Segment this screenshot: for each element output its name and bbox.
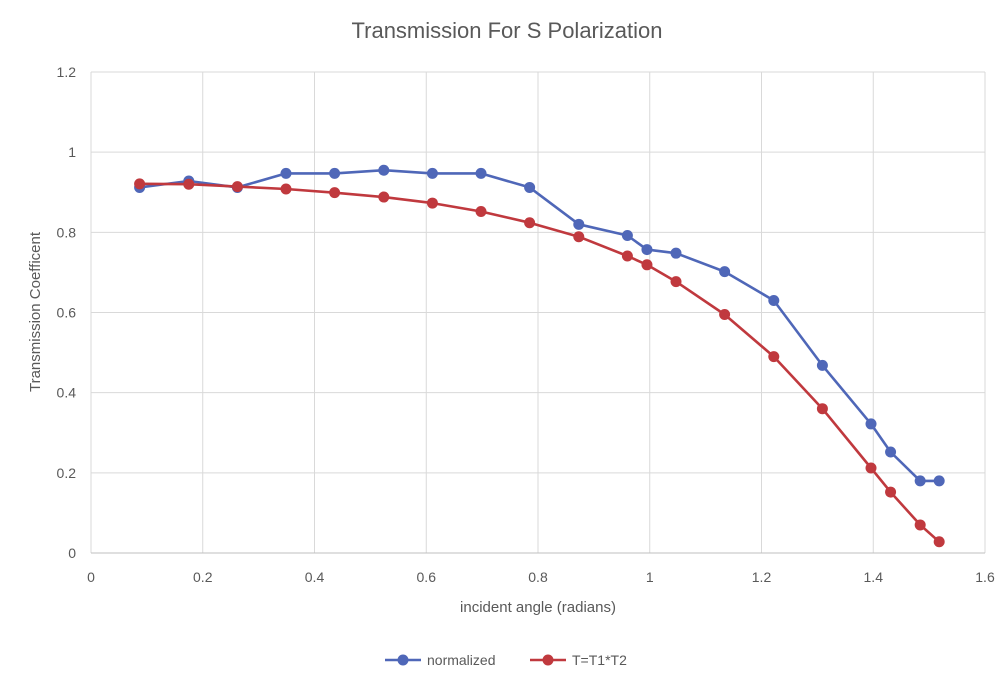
x-tick-label: 1.4 — [864, 569, 884, 585]
data-point — [914, 475, 926, 487]
data-point — [183, 178, 195, 190]
legend: normalized T=T1*T2 — [385, 652, 627, 668]
y-axis-tick-labels: 0 0.2 0.4 0.6 0.8 1 1.2 — [57, 64, 77, 561]
data-point — [573, 231, 585, 243]
data-point — [865, 462, 877, 474]
legend-entry: normalized — [385, 652, 495, 668]
data-point — [329, 187, 341, 199]
data-point — [280, 183, 292, 195]
data-point — [933, 475, 945, 487]
data-point — [231, 181, 243, 193]
x-tick-label: 0.6 — [417, 569, 437, 585]
data-point — [641, 259, 653, 271]
series-2 — [134, 178, 945, 548]
legend-label: T=T1*T2 — [572, 652, 627, 668]
series-line — [139, 168, 940, 483]
data-point — [914, 519, 926, 531]
legend-marker — [397, 654, 409, 666]
data-point — [768, 294, 780, 306]
data-point — [426, 197, 438, 209]
legend-label: normalized — [427, 652, 495, 668]
data-point — [280, 167, 292, 179]
data-point — [719, 266, 731, 278]
x-tick-label: 0.2 — [193, 569, 213, 585]
data-point — [719, 309, 731, 321]
x-tick-label: 1.2 — [752, 569, 772, 585]
x-axis-label: incident angle (radians) — [460, 599, 616, 616]
y-tick-label: 0.4 — [57, 385, 77, 401]
series-1 — [134, 164, 945, 487]
y-tick-label: 0.6 — [57, 305, 77, 321]
data-point — [621, 250, 633, 262]
x-tick-label: 1 — [646, 569, 654, 585]
legend-marker — [542, 654, 554, 666]
data-point — [329, 167, 341, 179]
series-line — [139, 182, 941, 543]
x-tick-label: 1.6 — [975, 569, 995, 585]
data-point — [641, 244, 653, 256]
data-point — [378, 164, 390, 176]
y-tick-label: 1 — [68, 144, 76, 160]
data-point — [865, 418, 877, 430]
y-tick-label: 1.2 — [57, 64, 77, 80]
data-point — [134, 178, 146, 190]
series-layer — [134, 164, 945, 548]
gridlines — [90, 71, 986, 553]
y-axis-label: Transmission Coefficent — [27, 231, 44, 392]
y-tick-label: 0.2 — [57, 465, 77, 481]
data-point — [670, 247, 682, 259]
data-point — [378, 191, 390, 203]
data-point — [816, 359, 828, 371]
data-point — [573, 218, 585, 230]
y-tick-label: 0 — [68, 545, 76, 561]
y-tick-label: 0.8 — [57, 224, 77, 240]
data-point — [524, 217, 536, 229]
x-tick-label: 0.4 — [305, 569, 325, 585]
data-point — [933, 536, 945, 548]
data-point — [816, 403, 828, 415]
data-point — [885, 446, 897, 458]
x-axis-tick-labels: 0 0.2 0.4 0.6 0.8 1 1.2 1.4 1.6 — [87, 569, 995, 585]
data-point — [621, 230, 633, 242]
data-point — [524, 181, 536, 193]
legend-entry: T=T1*T2 — [530, 652, 627, 668]
data-point — [475, 167, 487, 179]
data-point — [426, 167, 438, 179]
x-tick-label: 0.8 — [528, 569, 548, 585]
data-point — [670, 276, 682, 288]
data-point — [475, 205, 487, 217]
chart-title: Transmission For S Polarization — [352, 18, 663, 43]
x-tick-label: 0 — [87, 569, 95, 585]
data-point — [768, 351, 780, 363]
data-point — [885, 486, 897, 498]
